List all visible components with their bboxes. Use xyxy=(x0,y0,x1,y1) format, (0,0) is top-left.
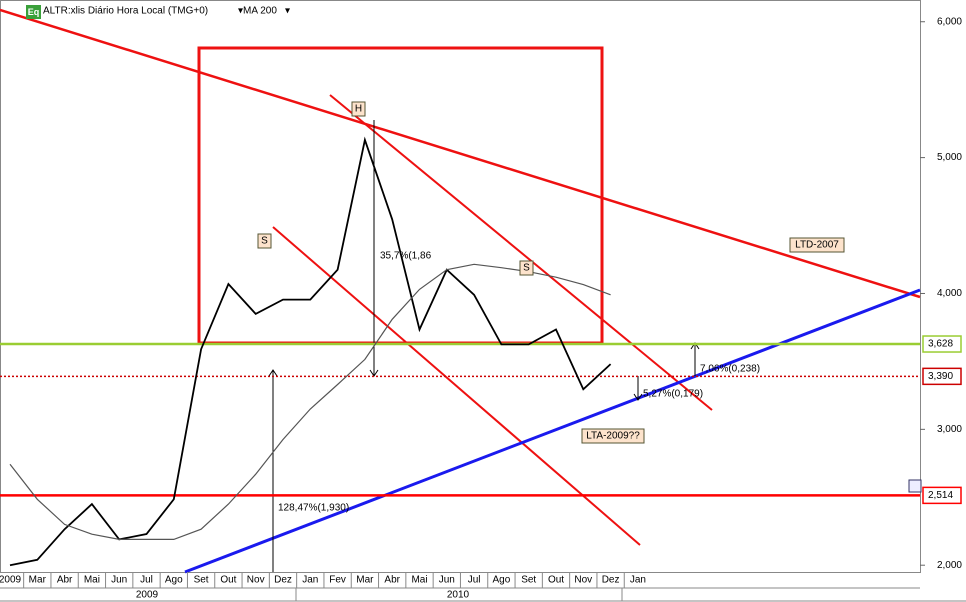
annotation: 5,27%(0,179) xyxy=(643,389,703,400)
x-tick-label: Jan xyxy=(302,575,318,586)
arrow xyxy=(369,120,379,377)
x-tick-label: Abr xyxy=(57,575,73,586)
annotation: 7,06%(0,238) xyxy=(700,364,760,375)
trend-line xyxy=(329,94,713,411)
dropdown[interactable]: ▾ xyxy=(285,6,290,17)
x-tick-label: Nov xyxy=(574,575,592,586)
chart-label: S xyxy=(261,236,268,247)
label-box xyxy=(351,101,366,117)
chart-label: LTA-2009?? xyxy=(586,431,640,442)
y-tick-label: 6,000 xyxy=(937,16,962,27)
x-tick-label: Mar xyxy=(29,575,47,586)
level-label: 3,390 xyxy=(928,371,953,382)
y-tick-label: 5,000 xyxy=(937,152,962,163)
chart-label: H xyxy=(355,104,362,115)
annotation: 128,47%(1,930) xyxy=(278,503,349,514)
x-tick-label: 2009 xyxy=(0,575,22,586)
x-tick-label: Jul xyxy=(468,575,481,586)
indicator: MA 200 xyxy=(243,6,277,17)
x-tick-label: Dez xyxy=(274,575,292,586)
level-label: 3,628 xyxy=(928,339,953,350)
x-tick-label: Out xyxy=(548,575,564,586)
year-label: 2009 xyxy=(136,590,159,601)
trend-line xyxy=(0,8,921,299)
year-label: 2010 xyxy=(447,590,470,601)
x-tick-label: Abr xyxy=(384,575,400,586)
x-tick-label: Nov xyxy=(247,575,265,586)
trend-line xyxy=(272,226,641,546)
x-tick-label: Jun xyxy=(439,575,455,586)
dropdown[interactable]: ▾ xyxy=(238,6,243,17)
x-tick-label: Out xyxy=(220,575,236,586)
annotation: 35,7%(1,86 xyxy=(380,251,432,262)
x-tick-label: Mai xyxy=(84,575,100,586)
badge: Eq xyxy=(28,7,40,17)
level-box xyxy=(922,367,962,386)
x-tick-label: Ago xyxy=(493,575,511,586)
x-tick-label: Ago xyxy=(165,575,183,586)
x-tick-label: Jul xyxy=(140,575,153,586)
x-tick-label: Jun xyxy=(111,575,127,586)
x-tick-label: Fev xyxy=(329,575,346,586)
chart-title: ALTR:xlis Diário Hora Local (TMG+0) xyxy=(43,6,208,17)
label-box xyxy=(789,237,845,253)
chart-label: LTD-2007 xyxy=(795,240,839,251)
x-tick-label: Mar xyxy=(356,575,374,586)
y-tick-label: 4,000 xyxy=(937,288,962,299)
x-tick-label: Dez xyxy=(602,575,620,586)
y-tick-label: 2,000 xyxy=(937,560,962,571)
label-box xyxy=(257,233,272,249)
tool-icon[interactable] xyxy=(908,479,922,493)
x-tick-label: Jan xyxy=(630,575,646,586)
level-label: 2,514 xyxy=(928,490,953,501)
badge-box xyxy=(26,5,41,19)
y-tick-label: 3,000 xyxy=(937,424,962,435)
label-box xyxy=(519,260,534,276)
x-tick-label: Set xyxy=(521,575,536,586)
level-box xyxy=(922,335,962,353)
arrow xyxy=(633,376,643,401)
trend-line xyxy=(184,288,921,574)
x-tick-label: Set xyxy=(194,575,209,586)
x-tick-label: Mai xyxy=(411,575,427,586)
arrows xyxy=(268,120,700,572)
arrow xyxy=(268,369,278,572)
level-box xyxy=(922,486,962,505)
chart-label: S xyxy=(523,263,530,274)
price-line xyxy=(9,136,612,567)
label-box xyxy=(581,428,645,444)
ma-line xyxy=(9,263,611,540)
